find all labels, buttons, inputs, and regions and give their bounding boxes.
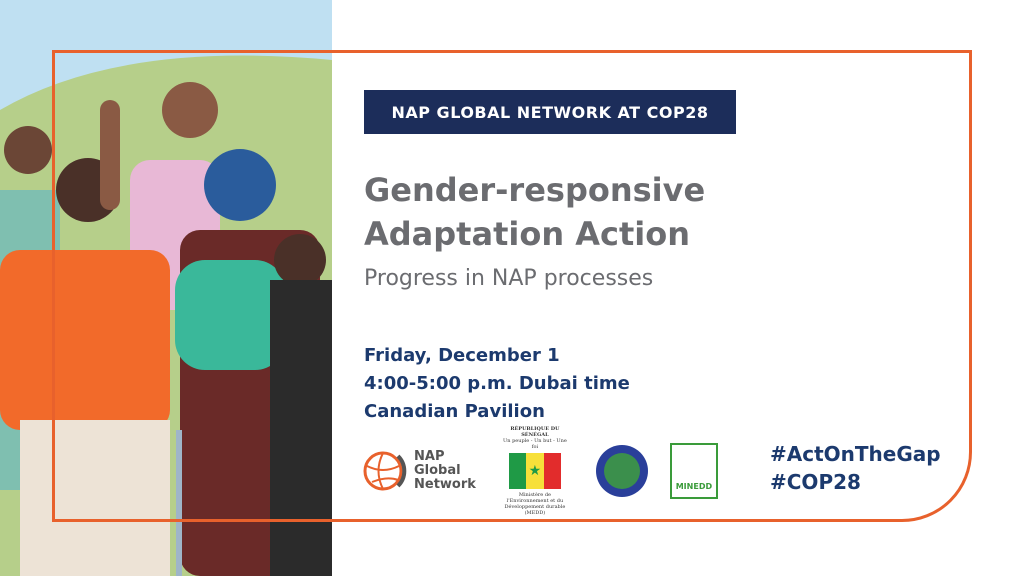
nap-text: Global — [414, 463, 461, 478]
senegal-header: RÉPUBLIQUE DU SÉNÉGAL — [510, 426, 560, 438]
partner-logos: NAP Global Network RÉPUBLIQUE DU SÉNÉGAL… — [362, 426, 718, 516]
senegal-ministry: Ministère de l'Environnement et du Dével… — [504, 492, 566, 516]
event-subtitle: Progress in NAP processes — [364, 266, 654, 291]
senegal-motto: Un peuple - Un but - Une foi — [503, 438, 567, 450]
title-line-1: Gender-responsive — [364, 171, 706, 209]
event-date: Friday, December 1 — [364, 345, 560, 366]
hashtag: #COP28 — [770, 470, 861, 494]
hashtag: #ActOnTheGap — [770, 442, 941, 466]
event-banner: NAP GLOBAL NETWORK AT COP28 — [364, 90, 736, 134]
senegal-ministry-logo: RÉPUBLIQUE DU SÉNÉGAL Un peuple - Un but… — [500, 426, 570, 516]
haiti-ministry-seal-icon — [595, 445, 648, 497]
globe-icon — [363, 451, 407, 491]
event-time: 4:00-5:00 p.m. Dubai time — [364, 373, 630, 394]
event-details: Friday, December 1 4:00-5:00 p.m. Dubai … — [364, 342, 630, 426]
minedd-text: MINEDD — [675, 482, 713, 491]
hashtags: #ActOnTheGap #COP28 — [770, 440, 941, 496]
people-illustration — [0, 0, 332, 576]
event-title: Gender-responsive Adaptation Action — [364, 168, 705, 256]
nap-global-network-logo: NAP Global Network — [362, 448, 476, 494]
title-line-2: Adaptation Action — [364, 215, 690, 253]
nap-text: Network — [414, 477, 476, 492]
nap-text: NAP — [414, 449, 445, 464]
minedd-logo: MINEDD — [669, 443, 718, 499]
event-location: Canadian Pavilion — [364, 401, 545, 422]
senegal-flag-icon: ★ — [508, 453, 561, 489]
